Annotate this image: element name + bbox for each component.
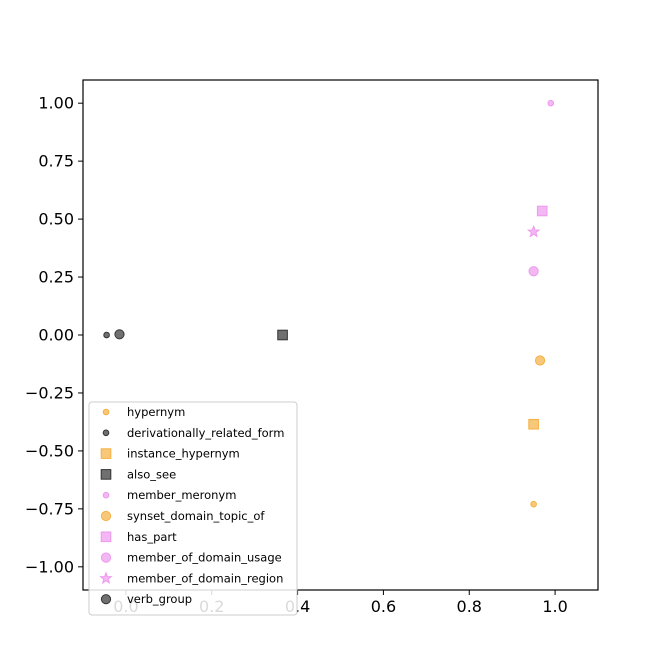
- y-tick-label: 0.75: [38, 152, 74, 171]
- legend-item: derivationally_related_form: [102, 426, 284, 440]
- legend-label: also_see: [127, 467, 176, 481]
- legend-label: has_part: [127, 530, 177, 544]
- y-tick-label: 0.50: [38, 210, 74, 229]
- plot-frame: [82, 79, 599, 591]
- data-point: [528, 266, 539, 277]
- legend-marker: [102, 491, 110, 499]
- series-hypernym: [530, 500, 537, 508]
- series-derivationally-related-form: [103, 331, 110, 339]
- data-point: [528, 418, 539, 430]
- legend-marker: [102, 408, 110, 416]
- series-verb-group: [114, 329, 125, 340]
- series-member-of-domain-usage: [528, 266, 539, 277]
- legend-box: [88, 401, 298, 616]
- legend-item: member_of_domain_region: [99, 571, 283, 585]
- legend-label: member_meronym: [127, 488, 236, 502]
- legend-marker: [100, 531, 112, 543]
- y-tick-label: −0.75: [25, 499, 74, 518]
- legend-label: synset_domain_topic_of: [127, 509, 265, 523]
- data-point: [277, 329, 288, 341]
- legend-item: member_of_domain_usage: [100, 551, 282, 565]
- legend-label: member_of_domain_region: [127, 571, 283, 585]
- legend-label: member_of_domain_usage: [127, 551, 282, 565]
- legend-label: derivationally_related_form: [127, 426, 284, 440]
- legend-marker: [100, 594, 112, 605]
- x-tick-label: 0.6: [371, 597, 396, 616]
- plot-area: [103, 99, 555, 508]
- series-member-of-domain-region: [526, 224, 541, 238]
- x-tick-label: 0.8: [457, 597, 482, 616]
- legend-item: synset_domain_topic_of: [100, 509, 265, 523]
- series-member-meronym: [547, 99, 555, 107]
- y-tick-label: 1.00: [38, 94, 74, 113]
- data-point: [114, 329, 125, 340]
- series-has-part: [536, 205, 548, 217]
- legend-marker: [99, 571, 113, 585]
- series-also-see: [277, 329, 288, 341]
- data-point: [536, 205, 548, 217]
- legend: hypernym derivationally_related_forminsta…: [88, 401, 298, 616]
- y-axis: 1.00 0.75 0.50 0.25 0.00 −0.25 −0.50 −0.75 −1.00: [25, 94, 83, 576]
- y-tick-label: −0.25: [25, 383, 74, 402]
- data-point: [103, 331, 110, 339]
- y-tick-label: 0.00: [38, 326, 74, 345]
- data-point: [530, 500, 537, 508]
- legend-item: hypernym: [102, 405, 185, 419]
- legend-item: also_see: [100, 467, 176, 481]
- y-tick-label: −0.50: [25, 441, 74, 460]
- legend-label: instance_hypernym: [127, 447, 240, 461]
- legend-item: has_part: [100, 530, 177, 544]
- legend-item: verb_group: [100, 592, 192, 606]
- legend-item: instance_hypernym: [100, 447, 240, 461]
- legend-item: member_meronym: [102, 488, 236, 502]
- legend-marker: [100, 552, 112, 563]
- y-tick-label: 0.25: [38, 268, 74, 287]
- legend-marker: [100, 469, 112, 480]
- x-tick-label: 1.0: [542, 597, 567, 616]
- data-point: [547, 99, 555, 107]
- series-synset-domain-topic-of: [534, 355, 546, 366]
- legend-marker: [100, 448, 112, 459]
- y-tick-label: −1.00: [25, 557, 74, 576]
- data-point: [534, 355, 546, 366]
- legend-label: hypernym: [127, 405, 185, 419]
- legend-label: verb_group: [127, 592, 192, 606]
- legend-marker: [100, 510, 112, 522]
- legend-marker: [102, 429, 110, 437]
- data-point: [526, 224, 541, 238]
- series-instance-hypernym: [528, 418, 539, 430]
